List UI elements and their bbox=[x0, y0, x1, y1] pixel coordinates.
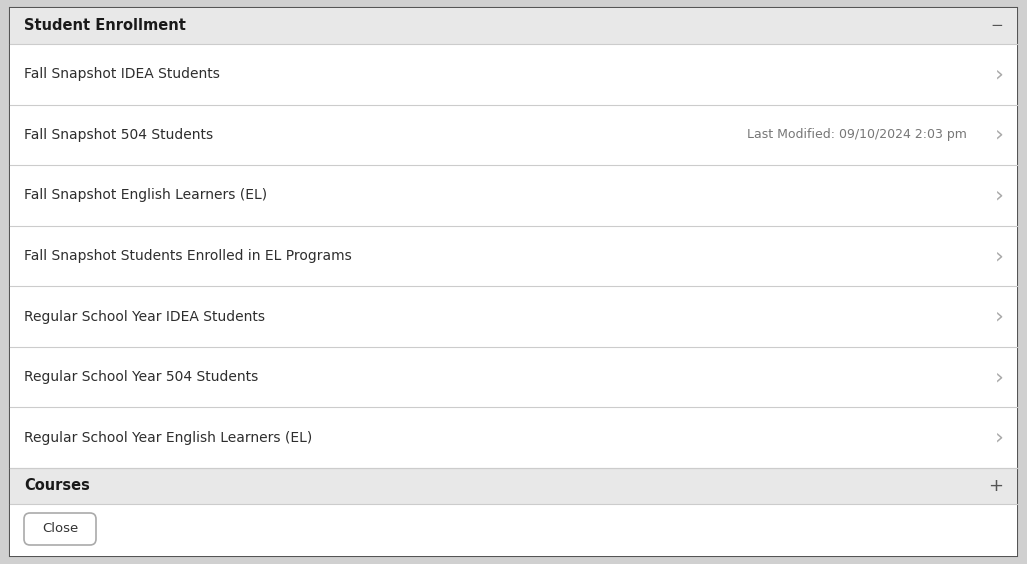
Text: Regular School Year IDEA Students: Regular School Year IDEA Students bbox=[24, 310, 265, 324]
Text: ›: › bbox=[994, 428, 1003, 448]
Text: ›: › bbox=[994, 307, 1003, 327]
Text: ›: › bbox=[994, 125, 1003, 145]
Text: +: + bbox=[988, 477, 1003, 495]
Text: Close: Close bbox=[42, 522, 78, 535]
Text: Regular School Year English Learners (EL): Regular School Year English Learners (EL… bbox=[24, 431, 312, 445]
FancyBboxPatch shape bbox=[10, 407, 1017, 468]
Text: Last Modified: 09/10/2024 2:03 pm: Last Modified: 09/10/2024 2:03 pm bbox=[747, 129, 966, 142]
FancyBboxPatch shape bbox=[10, 468, 1017, 504]
Text: Regular School Year 504 Students: Regular School Year 504 Students bbox=[24, 370, 258, 384]
Text: Student Enrollment: Student Enrollment bbox=[24, 19, 186, 33]
FancyBboxPatch shape bbox=[10, 287, 1017, 347]
Text: −: − bbox=[990, 19, 1003, 33]
Text: ›: › bbox=[994, 64, 1003, 84]
FancyBboxPatch shape bbox=[10, 104, 1017, 165]
FancyBboxPatch shape bbox=[24, 513, 96, 545]
FancyBboxPatch shape bbox=[10, 226, 1017, 287]
Text: Fall Snapshot 504 Students: Fall Snapshot 504 Students bbox=[24, 128, 214, 142]
FancyBboxPatch shape bbox=[10, 8, 1017, 556]
FancyBboxPatch shape bbox=[10, 165, 1017, 226]
Text: Fall Snapshot IDEA Students: Fall Snapshot IDEA Students bbox=[24, 67, 220, 81]
Text: ›: › bbox=[994, 246, 1003, 266]
Text: ›: › bbox=[994, 367, 1003, 387]
Text: Fall Snapshot Students Enrolled in EL Programs: Fall Snapshot Students Enrolled in EL Pr… bbox=[24, 249, 352, 263]
Text: Courses: Courses bbox=[24, 478, 90, 494]
Text: ›: › bbox=[994, 186, 1003, 205]
FancyBboxPatch shape bbox=[10, 347, 1017, 407]
FancyBboxPatch shape bbox=[10, 504, 1017, 556]
Text: Fall Snapshot English Learners (EL): Fall Snapshot English Learners (EL) bbox=[24, 188, 267, 202]
FancyBboxPatch shape bbox=[10, 8, 1017, 44]
FancyBboxPatch shape bbox=[10, 44, 1017, 104]
